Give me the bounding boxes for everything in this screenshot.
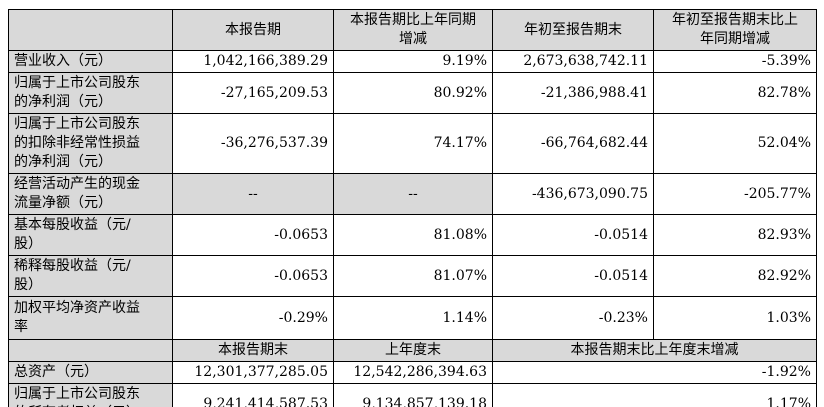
cell-value: -0.0514 xyxy=(492,255,654,297)
cell-value: -0.0653 xyxy=(172,255,334,297)
cell-value: -0.23% xyxy=(492,296,654,340)
header-cell-year-to-date-yoy-change: 年初至报告期末比上 年同期增减 xyxy=(653,9,817,51)
table-header-row-bottom: 本报告期末 上年度末 本报告期末比上年度末增减 xyxy=(8,339,817,362)
cell-value: 82.92% xyxy=(653,255,817,297)
cell-value: 12,301,377,285.05 xyxy=(172,361,334,384)
cell-value: -436,673,090.75 xyxy=(492,173,654,215)
header-cell-current-period-yoy-change: 本报告期比上年同期 增减 xyxy=(333,9,493,51)
cell-value: 9.19% xyxy=(333,50,493,73)
cell-value: -0.0514 xyxy=(492,214,654,256)
table-row-basic-eps: 基本每股收益（元/ 股） -0.0653 81.08% -0.0514 82.9… xyxy=(8,214,817,256)
cell-value: -0.29% xyxy=(172,296,334,340)
cell-value: -1.92% xyxy=(492,361,817,384)
header-cell-current-period: 本报告期 xyxy=(172,9,334,51)
cell-value: 9,241,414,587.53 xyxy=(172,383,334,407)
cell-value: 1.14% xyxy=(333,296,493,340)
row-label: 营业收入（元） xyxy=(8,50,173,73)
header-cell-empty xyxy=(8,339,173,362)
row-label: 稀释每股收益（元/ 股） xyxy=(8,255,173,297)
cell-value: 80.92% xyxy=(333,72,493,114)
cell-value: -0.0653 xyxy=(172,214,334,256)
cell-value: -205.77% xyxy=(653,173,817,215)
row-label: 总资产（元） xyxy=(8,361,173,384)
cell-value: 81.08% xyxy=(333,214,493,256)
table-row-diluted-eps: 稀释每股收益（元/ 股） -0.0653 81.07% -0.0514 82.9… xyxy=(8,255,817,297)
header-cell-empty xyxy=(8,9,173,51)
cell-value: 74.17% xyxy=(333,113,493,174)
cell-value: 2,673,638,742.11 xyxy=(492,50,654,73)
header-cell-end-of-prior-year: 上年度末 xyxy=(333,339,493,362)
cell-value-dash: -- xyxy=(172,173,334,215)
cell-value-dash: -- xyxy=(333,173,493,215)
row-label: 归属于上市公司股东 的净利润（元） xyxy=(8,72,173,114)
header-cell-change-vs-prior-year-end: 本报告期末比上年度末增减 xyxy=(492,339,817,362)
row-label: 归属于上市公司股东 的扣除非经常性损益 的净利润（元） xyxy=(8,113,173,174)
table-row-total-assets: 总资产（元） 12,301,377,285.05 12,542,286,394.… xyxy=(8,361,817,384)
cell-value: -5.39% xyxy=(653,50,817,73)
table-row-net-profit: 归属于上市公司股东 的净利润（元） -27,165,209.53 80.92% … xyxy=(8,72,817,114)
cell-value: 81.07% xyxy=(333,255,493,297)
table-row-owners-equity: 归属于上市公司股东 的所有者权益（元） 9,241,414,587.53 9,1… xyxy=(8,383,817,407)
cell-value: -27,165,209.53 xyxy=(172,72,334,114)
cell-value: 1,042,166,389.29 xyxy=(172,50,334,73)
cell-value: 82.93% xyxy=(653,214,817,256)
table-row-operating-revenue: 营业收入（元） 1,042,166,389.29 9.19% 2,673,638… xyxy=(8,50,817,73)
table-header-row-top: 本报告期 本报告期比上年同期 增减 年初至报告期末 年初至报告期末比上 年同期增… xyxy=(8,9,817,51)
header-cell-end-of-period: 本报告期末 xyxy=(172,339,334,362)
row-label: 加权平均净资产收益 率 xyxy=(8,296,173,340)
table-row-operating-cash-flow: 经营活动产生的现金 流量净额（元） -- -- -436,673,090.75 … xyxy=(8,173,817,215)
cell-value: 12,542,286,394.63 xyxy=(333,361,493,384)
cell-value: -66,764,682.44 xyxy=(492,113,654,174)
cell-value: -21,386,988.41 xyxy=(492,72,654,114)
table-row-weighted-avg-roe: 加权平均净资产收益 率 -0.29% 1.14% -0.23% 1.03% xyxy=(8,296,817,340)
cell-value: 9,134,857,139.18 xyxy=(333,383,493,407)
table-row-net-profit-excl-nonrecurring: 归属于上市公司股东 的扣除非经常性损益 的净利润（元） -36,276,537.… xyxy=(8,113,817,174)
cell-value: 52.04% xyxy=(653,113,817,174)
cell-value: 82.78% xyxy=(653,72,817,114)
header-cell-year-to-date: 年初至报告期末 xyxy=(492,9,654,51)
cell-value: 1.03% xyxy=(653,296,817,340)
row-label: 经营活动产生的现金 流量净额（元） xyxy=(8,173,173,215)
cell-value: -36,276,537.39 xyxy=(172,113,334,174)
cell-value: 1.17% xyxy=(492,383,817,407)
row-label: 基本每股收益（元/ 股） xyxy=(8,214,173,256)
row-label: 归属于上市公司股东 的所有者权益（元） xyxy=(8,383,173,407)
financial-summary-table: 本报告期 本报告期比上年同期 增减 年初至报告期末 年初至报告期末比上 年同期增… xyxy=(8,9,817,407)
